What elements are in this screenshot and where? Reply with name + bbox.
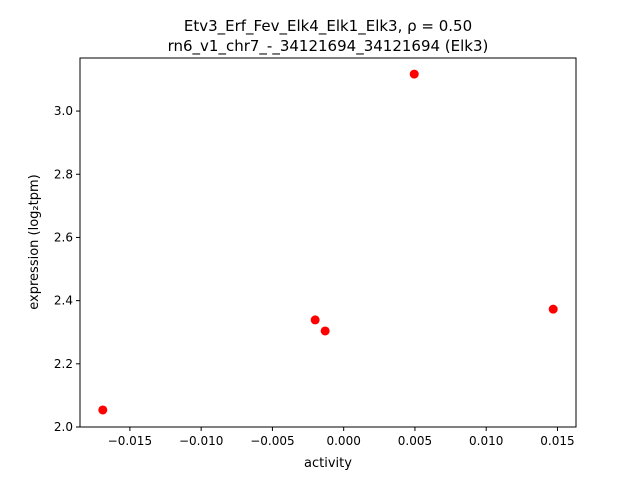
chart-title-line2: rn6_v1_chr7_-_34121694_34121694 (Elk3) [168,37,489,56]
y-axis-label: expression (log₂tpm) [27,174,42,309]
x-tick-label: 0.015 [540,434,574,448]
x-axis-label: activity [304,456,352,471]
data-point [409,69,419,79]
x-tick-label: −0.010 [179,434,223,448]
x-tick-label: −0.015 [108,434,152,448]
x-tick-label: 0.005 [398,434,432,448]
x-tick-label: 0.010 [469,434,503,448]
y-tick-label: 3.0 [54,104,73,118]
y-tick-label: 2.8 [54,167,73,181]
y-tick-label: 2.0 [54,420,73,434]
x-tick-label: 0.000 [326,434,360,448]
chart-title-line1: Etv3_Erf_Fev_Elk4_Elk1_Elk3, ρ = 0.50 [184,17,472,36]
y-tick-label: 2.6 [54,230,73,244]
y-tick-label: 2.2 [54,357,73,371]
plot-area-frame [79,57,577,428]
x-tick-label: −0.005 [250,434,294,448]
y-tick-label: 2.4 [54,294,73,308]
data-point [310,315,320,325]
data-point [98,405,108,415]
data-point [548,304,558,314]
data-point [320,326,330,336]
